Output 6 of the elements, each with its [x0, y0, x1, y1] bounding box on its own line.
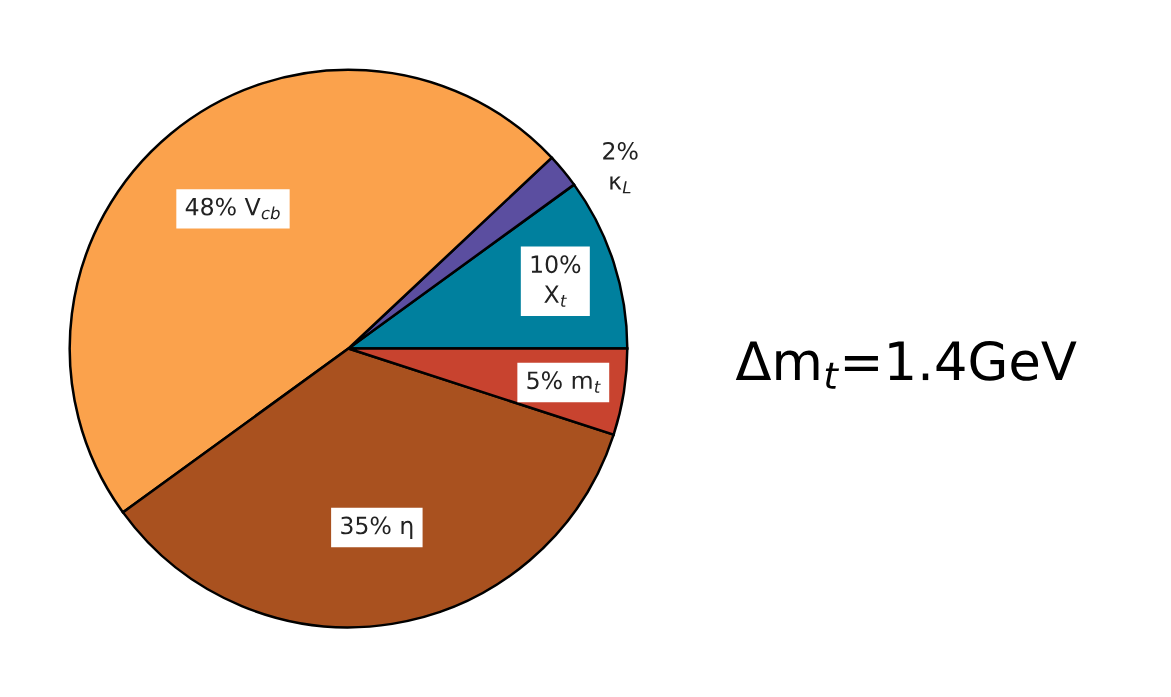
slice-label: 5% m$_{t}$ [527, 371, 601, 393]
slice-label: 2% κ$_{L}$ [603, 141, 638, 194]
slice-label: 48% V$_{cb}$ [185, 197, 280, 220]
slice-label: 35% η [341, 516, 413, 539]
text: Δm$_{t}$=1.4GeV [735, 340, 1077, 389]
slice-label: 10% X$_{t}$ [531, 255, 581, 307]
